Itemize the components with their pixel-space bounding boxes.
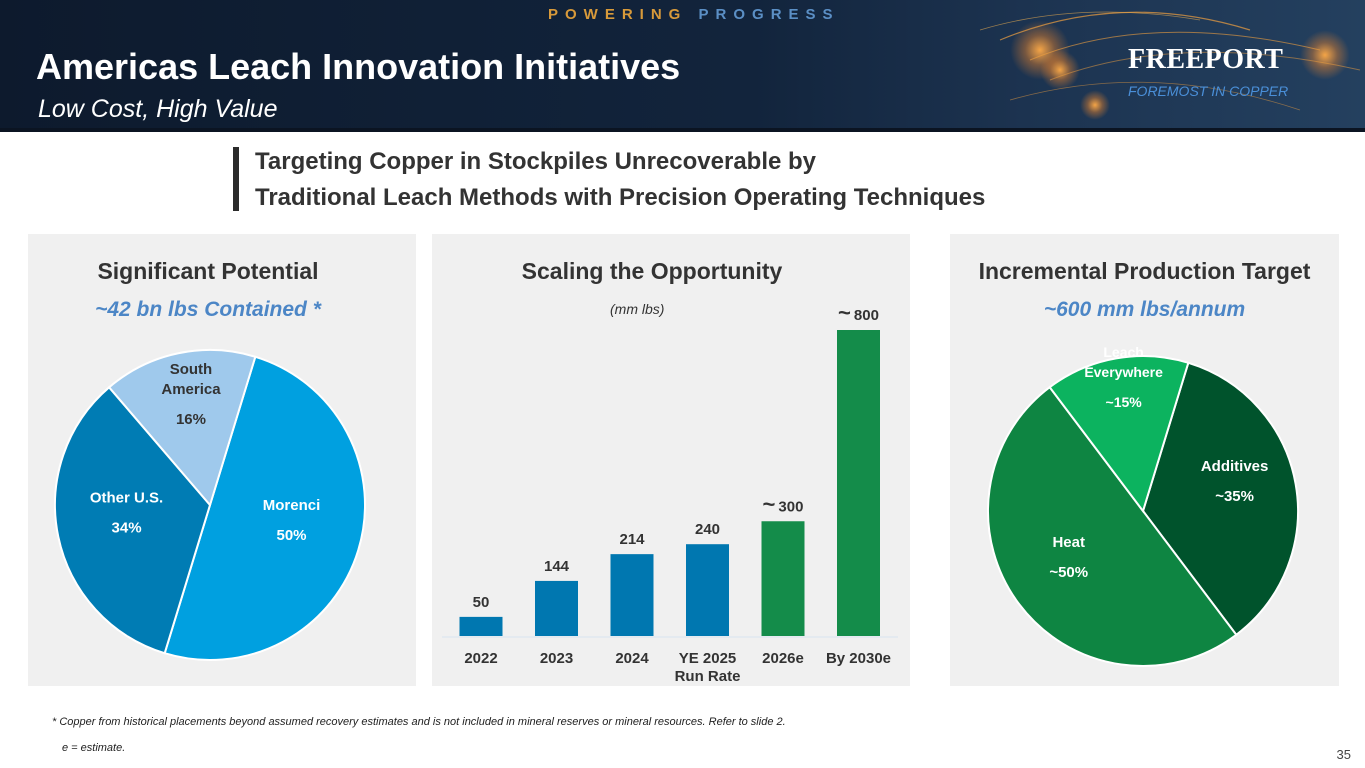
slice-value-label: ~50% (1049, 564, 1088, 581)
tagline: POWERING PROGRESS (548, 6, 840, 23)
bar-ye-2025-run-rate (686, 544, 729, 636)
page-subtitle: Low Cost, High Value (38, 95, 278, 123)
bar-2022 (459, 616, 503, 636)
bar-2026e (761, 521, 805, 636)
bar-value-label: 50 (473, 594, 490, 611)
logo-tagline: FOREMOST IN COPPER (1128, 83, 1289, 99)
slice-label: Morenci (263, 497, 321, 514)
bar-value-label: 214 (619, 531, 645, 548)
pie-slice-south-america (107, 349, 257, 508)
slice-label: Heat (1052, 534, 1085, 551)
slice-label: Everywhere (1084, 364, 1163, 380)
bar-value-label: ~300 (763, 491, 804, 516)
x-tick-label: 2023 (540, 650, 573, 667)
x-tick-label: By 2030e (826, 650, 891, 667)
pie-chart-potential: Morenci 50% Other U.S. 34% South America 16% (54, 349, 366, 661)
tagline-part1: POWERING (548, 6, 688, 23)
page-number: 35 (1336, 747, 1351, 762)
banner-line-2: Traditional Leach Methods with Precision… (255, 184, 986, 211)
bar-2024 (610, 554, 654, 636)
slice-value-label: 34% (112, 519, 142, 536)
pie-slice-other-u-s- (54, 385, 212, 655)
tagline-part2: PROGRESS (698, 6, 840, 23)
unit-label: (mm lbs) (610, 301, 665, 317)
pie-slice-additives (1141, 361, 1299, 637)
header-divider (0, 128, 1365, 132)
pie-chart-target: Additives ~35% Heat ~50% Leach Everywhere ~15% (987, 344, 1299, 667)
x-tick-label: 2022 (464, 650, 497, 667)
panel-title: Incremental Production Target (978, 258, 1311, 284)
map-glow (1040, 50, 1080, 90)
page-title: Americas Leach Innovation Initiatives (36, 46, 681, 87)
slice-value-label: 50% (277, 527, 307, 544)
bar-value-label: ~800 (838, 300, 879, 325)
slice-value-label: ~15% (1106, 394, 1143, 410)
panel-incremental-target: Incremental Production Target ~600 mm lb… (950, 234, 1339, 686)
map-glow (1080, 90, 1110, 120)
panel-scaling-opportunity: Scaling the Opportunity (mm lbs) 50 2022 1… (432, 234, 910, 686)
panel-subtitle: ~42 bn lbs Contained * (95, 298, 321, 321)
x-tick-label: 2024 (615, 650, 649, 667)
footnote-1: * Copper from historical placements beyo… (52, 716, 786, 728)
bar-2023 (535, 580, 578, 636)
pie-slice-heat (987, 385, 1238, 667)
panel-significant-potential: Significant Potential ~42 bn lbs Contain… (28, 234, 416, 686)
map-arcs-decoration (979, 11, 1361, 111)
pie-slice-leach-everywhere (1048, 355, 1190, 514)
slice-label: Leach (1103, 344, 1143, 360)
slice-value-label: ~35% (1215, 488, 1254, 505)
footnote-2: e = estimate. (62, 742, 126, 754)
map-glow (1300, 30, 1350, 80)
x-tick-label: Run Rate (675, 668, 741, 685)
panel-title: Scaling the Opportunity (521, 258, 783, 284)
panel-subtitle: ~600 mm lbs/annum (1043, 298, 1246, 321)
company-logo: FREEPORT (1128, 44, 1284, 75)
bar-value-label: 144 (544, 558, 570, 575)
slice-value-label: 16% (176, 411, 206, 428)
x-tick-label: YE 2025 (679, 650, 737, 667)
bar-by-2030e (837, 330, 880, 636)
header-banner: POWERING PROGRESS Americas Leach Innovat… (0, 0, 1365, 132)
x-tick-label: 2026e (762, 650, 804, 667)
panel-title: Significant Potential (97, 258, 319, 284)
slice-label: South (170, 361, 213, 378)
slice-label: Additives (1201, 458, 1269, 475)
slice-label: America (161, 381, 221, 398)
banner-accent-bar (233, 147, 239, 211)
pie-slice-morenci (163, 355, 366, 661)
banner-line-1: Targeting Copper in Stockpiles Unrecover… (255, 148, 817, 175)
bar-value-label: 240 (695, 521, 720, 538)
slice-label: Other U.S. (90, 489, 163, 506)
